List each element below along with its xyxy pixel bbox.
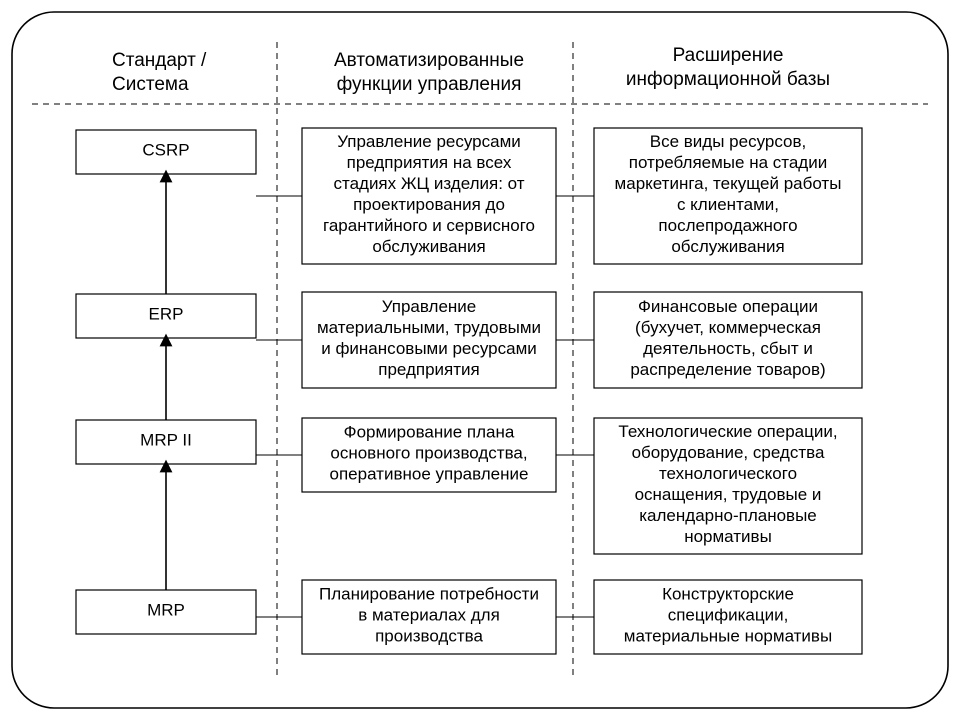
svg-text:MRP: MRP (147, 601, 185, 620)
label-mrp2-c1: MRP II (140, 431, 192, 450)
svg-text:предприятия: предприятия (378, 360, 480, 379)
label-mrp2-c3: Технологические операции, оборудование, с… (618, 422, 837, 546)
svg-text:функции управления: функции управления (337, 74, 522, 95)
svg-text:Планирование потребности: Планирование потребности (319, 585, 539, 604)
svg-text:и финансовыми ресурсами: и финансовыми ресурсами (321, 339, 537, 358)
svg-text:технологического: технологического (659, 464, 797, 483)
svg-text:послепродажного: послепродажного (658, 216, 797, 235)
svg-text:материальными, трудовыми: материальными, трудовыми (317, 318, 541, 337)
svg-text:спецификации,: спецификации, (668, 606, 789, 625)
header-col1: Стандарт / Система (112, 50, 207, 95)
svg-text:Технологические операции,: Технологические операции, (618, 422, 837, 441)
svg-text:гарантийного и сервисного: гарантийного и сервисного (323, 216, 535, 235)
svg-text:материальные нормативы: материальные нормативы (624, 627, 832, 646)
svg-text:нормативы: нормативы (684, 527, 772, 546)
svg-text:Финансовые операции: Финансовые операции (638, 297, 818, 316)
svg-text:Формирование плана: Формирование плана (344, 423, 515, 442)
svg-text:Расширение: Расширение (673, 45, 784, 66)
label-erp-c3: Финансовые операции (бухучет, коммерческа… (630, 297, 825, 379)
svg-text:деятельность, сбыт и: деятельность, сбыт и (643, 339, 813, 358)
svg-text:обслуживания: обслуживания (372, 237, 485, 256)
svg-text:Автоматизированные: Автоматизированные (334, 50, 524, 71)
svg-text:распределение товаров): распределение товаров) (630, 360, 825, 379)
svg-text:оснащения, трудовые и: оснащения, трудовые и (635, 485, 822, 504)
svg-text:Система: Система (112, 74, 189, 95)
diagram-canvas: Стандарт / Система Автоматизированные функц… (0, 0, 960, 720)
svg-text:стадиях ЖЦ изделия: от: стадиях ЖЦ изделия: от (333, 174, 524, 193)
svg-text:ERP: ERP (149, 305, 184, 324)
svg-text:с клиентами,: с клиентами, (677, 195, 779, 214)
svg-text:основного производства,: основного производства, (330, 444, 527, 463)
svg-text:информационной базы: информационной базы (626, 69, 830, 90)
svg-text:(бухучет, коммерческая: (бухучет, коммерческая (635, 318, 821, 337)
label-mrp-c2: Планирование потребности в материалах для… (319, 585, 539, 646)
svg-text:Управление: Управление (382, 297, 477, 316)
header-col3: Расширение информационной базы (626, 45, 830, 90)
svg-text:предприятия на всех: предприятия на всех (347, 153, 512, 172)
svg-text:Управление ресурсами: Управление ресурсами (337, 132, 521, 151)
svg-text:оборудование, средства: оборудование, средства (632, 443, 825, 462)
label-csrp-c1: CSRP (142, 141, 189, 160)
label-mrp-c1: MRP (147, 601, 185, 620)
svg-text:обслуживания: обслуживания (671, 237, 784, 256)
svg-text:в материалах для: в материалах для (358, 606, 500, 625)
svg-text:оперативное управление: оперативное управление (330, 465, 529, 484)
label-csrp-c3: Все виды ресурсов, потребляемые на стадии… (615, 132, 842, 256)
svg-text:календарно-плановые: календарно-плановые (639, 506, 817, 525)
label-mrp2-c2: Формирование плана основного производства… (330, 423, 529, 484)
label-csrp-c2: Управление ресурсами предприятия на всех с… (323, 132, 535, 256)
svg-text:MRP II: MRP II (140, 431, 192, 450)
svg-text:Стандарт /: Стандарт / (112, 50, 207, 71)
svg-text:маркетинга, текущей работы: маркетинга, текущей работы (615, 174, 842, 193)
label-mrp-c3: Конструкторские спецификации, материальные… (624, 585, 832, 646)
svg-text:проектирования до: проектирования до (353, 195, 505, 214)
header-col2: Автоматизированные функции управления (334, 50, 524, 95)
svg-text:Все виды ресурсов,: Все виды ресурсов, (650, 132, 806, 151)
svg-text:производства: производства (375, 627, 483, 646)
label-erp-c2: Управление материальными, трудовыми и фина… (317, 297, 541, 379)
svg-text:Конструкторские: Конструкторские (662, 585, 794, 604)
svg-text:CSRP: CSRP (142, 141, 189, 160)
svg-text:потребляемые на стадии: потребляемые на стадии (629, 153, 827, 172)
label-erp-c1: ERP (149, 305, 184, 324)
